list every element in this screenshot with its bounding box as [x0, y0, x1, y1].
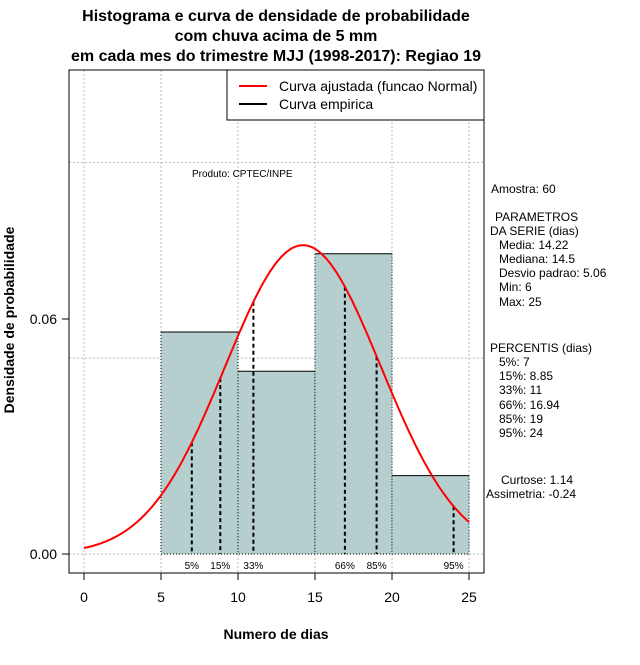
- x-tick-label: 5: [157, 589, 165, 605]
- stat-p85: 85%: 19: [499, 412, 543, 426]
- histogram-bar: [238, 371, 315, 554]
- title-line-1: Histograma e curva de densidade de proba…: [82, 8, 470, 25]
- percentile-label: 66%: [335, 561, 355, 572]
- x-tick-label: 20: [384, 589, 400, 605]
- stat-params-heading-2: DA SERIE (dias): [490, 224, 579, 238]
- legend-label-normal: Curva ajustada (funcao Normal): [279, 78, 477, 94]
- percentile-label: 15%: [210, 561, 230, 572]
- stat-percentiles-heading: PERCENTIS (dias): [490, 341, 592, 355]
- stat-kurtosis: Curtose: 1.14: [501, 473, 573, 487]
- stat-max: Max: 25: [499, 295, 542, 309]
- stat-p15: 15%: 8.85: [499, 369, 553, 383]
- stat-p5: 5%: 7: [499, 355, 530, 369]
- statistics-panel: Amostra: 60 PARAMETROS DA SERIE (dias) M…: [486, 182, 607, 501]
- percentile-label: 5%: [185, 561, 200, 572]
- histogram-bar: [392, 475, 469, 554]
- x-tick-label: 15: [307, 589, 323, 605]
- normal-curve: [83, 244, 470, 549]
- x-axis-label: Numero de dias: [223, 626, 328, 642]
- percentile-label: 85%: [367, 561, 387, 572]
- stat-sd: Desvio padrao: 5.06: [499, 266, 607, 280]
- title-line-2: com chuva acima de 5 mm: [175, 28, 378, 45]
- stat-skewness: Assimetria: -0.24: [486, 487, 576, 501]
- x-tick-label: 10: [230, 589, 246, 605]
- y-tick-label: 0.00: [30, 546, 57, 562]
- histogram-bar: [315, 253, 392, 554]
- title-line-3: em cada mes do trimestre MJJ (1998-2017)…: [71, 48, 481, 65]
- percentile-label: 33%: [243, 561, 263, 572]
- legend: Curva ajustada (funcao Normal) Curva emp…: [226, 69, 485, 121]
- product-annotation: Produto: CPTEC/INPE: [192, 169, 293, 180]
- stat-min: Min: 6: [499, 280, 532, 294]
- x-tick-label: 25: [461, 589, 477, 605]
- percentile-label: 95%: [444, 561, 464, 572]
- stat-mean: Media: 14.22: [499, 238, 569, 252]
- stat-p33: 33%: 11: [499, 383, 542, 397]
- x-tick-label: 0: [80, 589, 88, 605]
- y-axis-label: Densidade de probabilidade: [1, 226, 17, 413]
- legend-label-empirical: Curva empirica: [279, 96, 373, 112]
- stat-median: Mediana: 14.5: [499, 252, 575, 266]
- stat-sample: Amostra: 60: [491, 182, 556, 196]
- stat-p66: 66%: 16.94: [499, 398, 560, 412]
- stat-params-heading: PARAMETROS: [495, 210, 578, 224]
- stat-p95: 95%: 24: [499, 426, 543, 440]
- histogram-bar: [161, 332, 238, 554]
- y-tick-label: 0.06: [30, 311, 57, 327]
